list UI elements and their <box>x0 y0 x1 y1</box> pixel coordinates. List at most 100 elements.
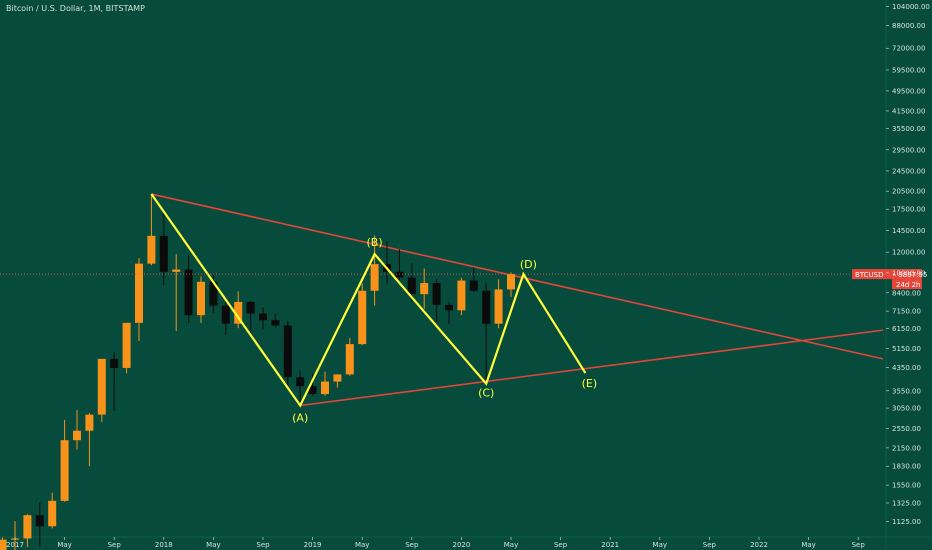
candle-body <box>457 280 466 311</box>
time-axis[interactable]: 2017 May Sep 2018 May Sep 2019 May Sep 2020 May Sep… <box>6 537 865 549</box>
y-tick-label: 29500.00 <box>892 146 925 154</box>
candle-body <box>23 515 32 539</box>
candle-body <box>159 235 168 272</box>
x-tick-label: May <box>206 541 220 549</box>
pattern-labels: (A) (B) (C) (D) (E) <box>292 236 597 424</box>
candle-body <box>73 430 81 441</box>
candle-body <box>85 414 94 431</box>
pattern-label-5: (E) <box>582 377 598 390</box>
y-tick-label: 88000.00 <box>892 22 925 30</box>
candle-body <box>110 358 119 368</box>
y-tick-label: 49500.00 <box>892 87 925 95</box>
candle-body <box>221 305 230 324</box>
countdown-tag-bg <box>892 279 922 290</box>
y-tick-label: 41500.00 <box>892 107 925 115</box>
price-tag-value: • 9897.95 <box>892 271 927 279</box>
x-tick-label: 2019 <box>304 541 322 549</box>
candle-body <box>172 269 181 272</box>
triangle-pattern[interactable] <box>150 193 587 408</box>
candle-body <box>234 301 243 324</box>
candle-body <box>147 235 156 264</box>
candle-body <box>135 263 143 323</box>
candle-body <box>296 377 305 387</box>
x-tick-label: Sep <box>852 541 866 549</box>
y-tick-label: 1125.00 <box>892 518 921 526</box>
x-tick-label: Sep <box>554 541 568 549</box>
symbol-title: Bitcoin / U.S. Dollar, 1M, BITSTAMP <box>6 4 145 13</box>
pattern-label-3: (C) <box>478 387 494 400</box>
candle-body <box>271 320 280 326</box>
candle-body <box>0 539 7 550</box>
countdown-tag: 24d 2h <box>896 281 920 289</box>
y-tick-label: 10000.00 <box>892 269 925 277</box>
candle-body <box>494 289 503 324</box>
candle-body <box>197 281 205 316</box>
candle-body <box>345 344 354 375</box>
x-tick-label: May <box>57 541 71 549</box>
candle-body <box>445 304 453 311</box>
candle-body <box>420 283 429 295</box>
pattern-label-4: (D) <box>520 258 537 271</box>
pattern-label-1: (A) <box>292 411 308 424</box>
y-tick-label: 14500.00 <box>892 227 925 235</box>
y-tick-label: 2550.00 <box>892 425 921 433</box>
candles <box>0 195 515 550</box>
y-tick-label: 104000.00 <box>892 3 930 11</box>
candle-body <box>358 290 367 345</box>
candle-body <box>308 386 317 395</box>
y-tick-label: 6150.00 <box>892 325 921 333</box>
y-tick-label: 12000.00 <box>892 249 925 257</box>
x-tick-label: May <box>801 541 815 549</box>
y-tick-label: 7150.00 <box>892 308 921 316</box>
candle-body <box>407 277 416 295</box>
candle-body <box>395 271 404 278</box>
y-tick-label: 8400.00 <box>892 289 921 297</box>
y-tick-label: 1325.00 <box>892 499 921 507</box>
x-tick-label: Sep <box>108 541 122 549</box>
trendlines[interactable] <box>151 193 884 407</box>
trendline[interactable] <box>300 329 884 407</box>
candle-body <box>259 313 267 321</box>
price-tag-bg <box>852 269 922 280</box>
y-tick-label: 1550.00 <box>892 482 921 490</box>
x-tick-label: May <box>355 541 369 549</box>
price-axis[interactable]: 104000.00 88000.00 72000.00 59500.00 49500.0… <box>886 3 930 526</box>
y-tick-label: 24500.00 <box>892 167 925 175</box>
candle-body <box>60 440 69 501</box>
x-tick-label: May <box>504 541 518 549</box>
pattern-label-2: (B) <box>367 236 383 249</box>
candle-body <box>48 500 57 527</box>
y-tick-label: 59500.00 <box>892 66 925 74</box>
candle-body <box>333 374 342 382</box>
x-tick-label: Sep <box>405 541 419 549</box>
candle-body <box>321 381 329 395</box>
candle-body <box>283 325 292 378</box>
x-tick-label: 2022 <box>750 541 768 549</box>
candle-body <box>184 269 193 316</box>
y-tick-label: 3050.00 <box>892 405 921 413</box>
y-tick-label: 35500.00 <box>892 125 925 133</box>
y-tick-label: 1830.00 <box>892 463 921 471</box>
candle-body <box>469 280 478 291</box>
candle-body <box>35 515 44 527</box>
y-tick-label: 5150.00 <box>892 345 921 353</box>
candle-body <box>432 283 441 305</box>
price-tag-symbol: BTCUSD <box>855 271 884 279</box>
y-tick-label: 17500.00 <box>892 206 925 214</box>
abcde-wave[interactable] <box>150 193 587 408</box>
candle-body <box>507 274 515 290</box>
x-tick-label: May <box>653 541 667 549</box>
y-tick-label: 3550.00 <box>892 387 921 395</box>
current-price-line: BTCUSD • 9897.95 24d 2h <box>0 269 927 290</box>
y-tick-label: 4350.00 <box>892 364 921 372</box>
candle-body <box>209 281 218 306</box>
candle-body <box>97 358 106 415</box>
candle-body <box>122 322 131 368</box>
trendline[interactable] <box>151 193 884 360</box>
x-tick-label: Sep <box>256 541 270 549</box>
candle-body <box>246 301 255 314</box>
x-tick-label: 2021 <box>601 541 619 549</box>
candle-body <box>482 290 491 324</box>
